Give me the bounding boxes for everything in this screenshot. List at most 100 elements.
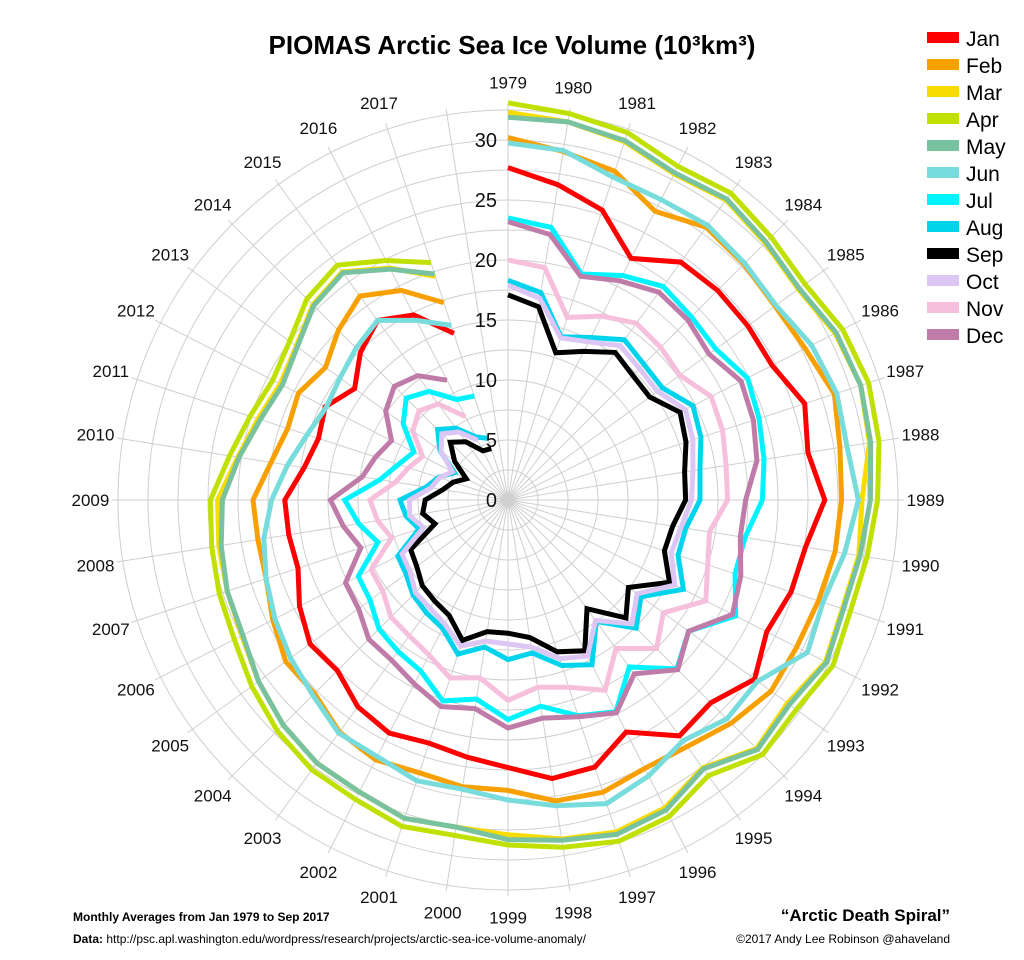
- year-label: 1981: [618, 94, 656, 113]
- year-label: 2001: [360, 888, 398, 907]
- year-label: 1991: [886, 620, 924, 639]
- grid-spoke: [507, 146, 689, 501]
- grid-spoke: [507, 499, 829, 734]
- chart-title: PIOMAS Arctic Sea Ice Volume (10³km³): [269, 30, 756, 60]
- year-label: 1980: [554, 79, 592, 98]
- series-line-oct: [399, 282, 696, 662]
- grid-spoke: [507, 499, 689, 854]
- legend-label: Apr: [966, 109, 999, 132]
- year-label: 2005: [151, 737, 189, 756]
- year-label: 1994: [784, 786, 822, 805]
- year-labels: 1979 1980 1981 1982 1983 1984 1985 1986 1987 1988…: [71, 73, 944, 927]
- year-label: 1989: [907, 491, 945, 510]
- year-label: 1990: [902, 556, 940, 575]
- year-label: 2013: [151, 246, 189, 265]
- year-label: 2007: [92, 620, 130, 639]
- year-label: 2003: [244, 829, 282, 848]
- legend-label: Aug: [966, 217, 1003, 240]
- grid-spoke: [327, 146, 509, 501]
- legend-label: May: [966, 136, 1006, 159]
- series-line-jul: [341, 215, 767, 723]
- year-label: 2002: [299, 863, 337, 882]
- year-label: 2015: [244, 153, 282, 172]
- legend-swatch: [927, 167, 959, 178]
- grid-spoke: [507, 499, 742, 821]
- grid-spoke: [507, 219, 789, 501]
- grid-spoke: [154, 499, 509, 681]
- radial-tick-label: 5: [486, 430, 497, 452]
- series-line-dec: [327, 219, 760, 731]
- year-label: 1987: [886, 362, 924, 381]
- radial-tick-label: 15: [475, 310, 497, 332]
- credit: ©2017 Andy Lee Robinson @ahaveland: [736, 932, 950, 946]
- year-label: 1996: [679, 863, 717, 882]
- series-line-feb: [250, 135, 845, 804]
- legend: Jan Feb Mar Apr May Jun Jul Aug Sep Oct Nov Dec: [927, 28, 1006, 348]
- series-line-nov: [366, 257, 731, 704]
- legend-item-dec[interactable]: Dec: [927, 325, 1003, 348]
- year-label: 1992: [861, 681, 899, 700]
- legend-item-sep[interactable]: Sep: [927, 244, 1003, 267]
- legend-swatch: [927, 86, 959, 97]
- year-label: 1997: [618, 888, 656, 907]
- year-label: 1993: [827, 737, 865, 756]
- legend-label: Mar: [966, 82, 1002, 105]
- legend-label: Dec: [966, 325, 1003, 348]
- year-label: 1979: [489, 73, 527, 92]
- legend-item-jul[interactable]: Jul: [927, 190, 993, 213]
- radial-tick-label: 25: [475, 190, 497, 212]
- year-label: 2006: [117, 681, 155, 700]
- legend-item-jun[interactable]: Jun: [927, 163, 1000, 186]
- year-label: 1995: [735, 829, 773, 848]
- grid-spoke: [507, 377, 885, 501]
- legend-swatch: [927, 113, 959, 124]
- legend-swatch: [927, 194, 959, 205]
- grid-spoke: [507, 499, 571, 892]
- grid-spoke: [507, 499, 789, 781]
- data-url[interactable]: http://psc.apl.washington.edu/wordpress/…: [106, 932, 586, 946]
- legend-label: Sep: [966, 244, 1003, 267]
- legend-swatch: [927, 275, 959, 286]
- series-line-sep: [407, 292, 689, 655]
- year-label: 2000: [424, 904, 462, 923]
- year-label: 1998: [554, 904, 592, 923]
- grid-spoke: [507, 437, 900, 501]
- series-line-apr: [207, 100, 882, 850]
- grid-spoke: [274, 179, 509, 501]
- year-label: 2011: [93, 362, 130, 381]
- data-label: Data:: [73, 932, 103, 946]
- legend-item-nov[interactable]: Nov: [927, 298, 1004, 321]
- year-label: 1982: [679, 119, 717, 138]
- legend-item-apr[interactable]: Apr: [927, 109, 999, 132]
- year-label: 1988: [902, 426, 940, 445]
- legend-item-oct[interactable]: Oct: [927, 271, 999, 294]
- legend-swatch: [927, 140, 959, 151]
- legend-item-feb[interactable]: Feb: [927, 55, 1002, 78]
- year-label: 1999: [489, 909, 527, 928]
- legend-label: Nov: [966, 298, 1004, 321]
- range-note: Monthly Averages from Jan 1979 to Sep 20…: [73, 910, 330, 924]
- data-source: Data: http://psc.apl.washington.edu/word…: [73, 932, 587, 946]
- series-line-jun: [261, 140, 861, 809]
- legend-label: Feb: [966, 55, 1002, 78]
- grid-spoke: [445, 108, 509, 501]
- legend-swatch: [927, 59, 959, 70]
- legend-item-jan[interactable]: Jan: [927, 28, 1000, 51]
- legend-label: Jul: [966, 190, 993, 213]
- year-label: 2008: [77, 556, 115, 575]
- year-label: 2004: [194, 786, 232, 805]
- legend-swatch: [927, 32, 959, 43]
- grid-spoke: [385, 499, 509, 877]
- series-lines: [207, 100, 882, 850]
- year-label: 1986: [861, 301, 899, 320]
- year-label: 2010: [77, 426, 115, 445]
- grid-spoke: [187, 499, 509, 734]
- year-label: 2016: [299, 119, 337, 138]
- legend-item-aug[interactable]: Aug: [927, 217, 1003, 240]
- radial-tick-labels: 0 5 10 15 20 25 30: [475, 130, 497, 512]
- radial-tick-label: 10: [475, 370, 497, 392]
- legend-item-may[interactable]: May: [927, 136, 1006, 159]
- legend-item-mar[interactable]: Mar: [927, 82, 1002, 105]
- legend-swatch: [927, 302, 959, 313]
